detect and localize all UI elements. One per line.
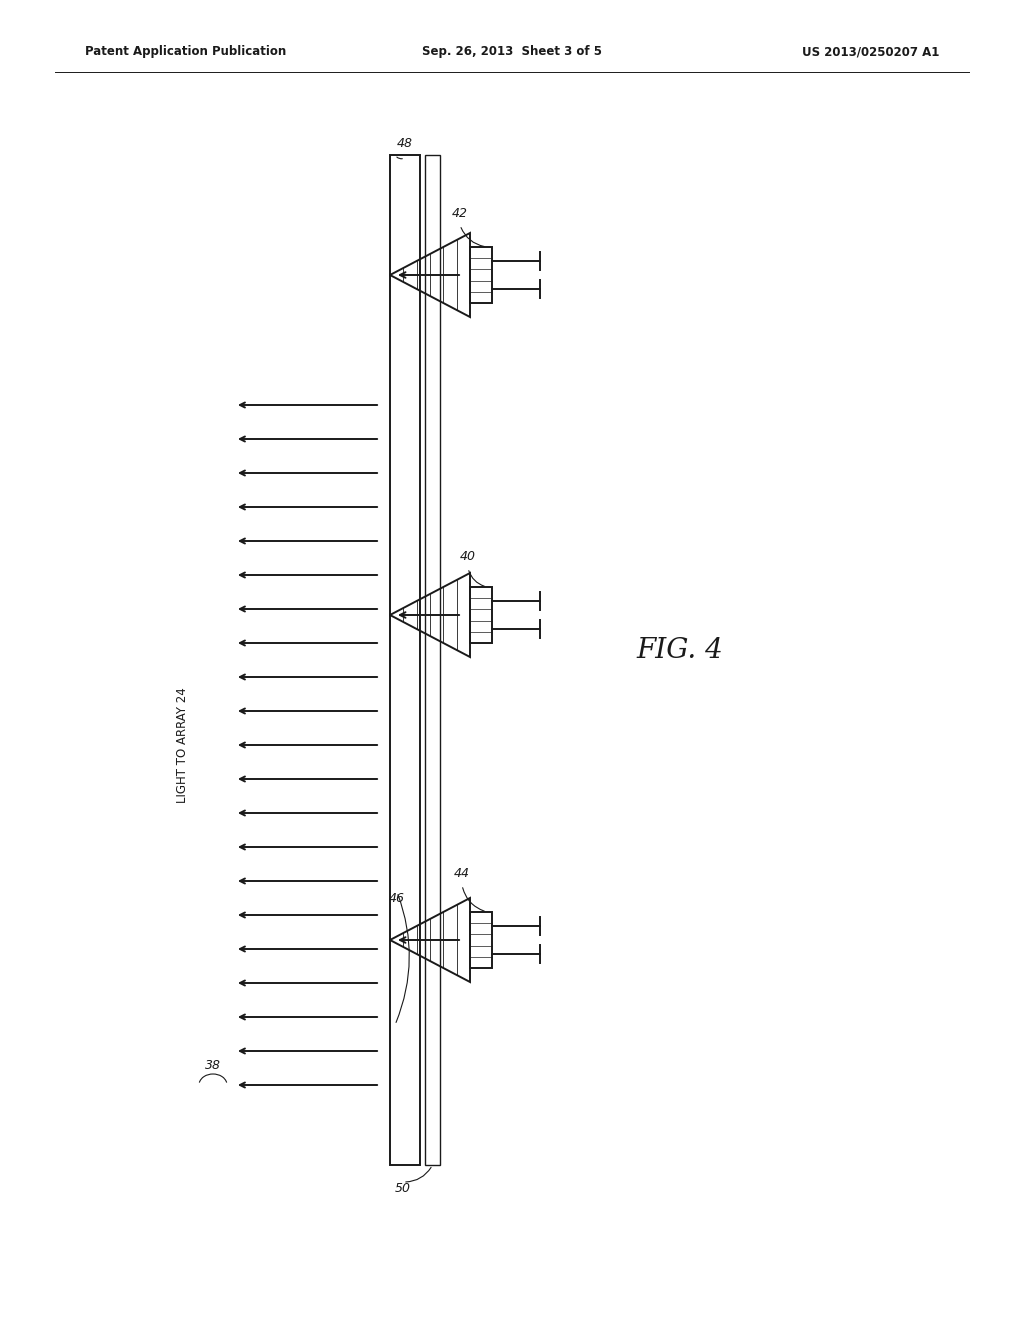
Text: US 2013/0250207 A1: US 2013/0250207 A1 <box>802 45 939 58</box>
Text: 50: 50 <box>395 1181 411 1195</box>
Bar <box>390 154 420 1166</box>
Bar <box>470 587 492 643</box>
Text: Sep. 26, 2013  Sheet 3 of 5: Sep. 26, 2013 Sheet 3 of 5 <box>422 45 602 58</box>
Text: 40: 40 <box>460 550 476 564</box>
Text: 44: 44 <box>454 867 470 880</box>
Text: 48: 48 <box>397 137 413 150</box>
Bar <box>470 247 492 304</box>
Text: 38: 38 <box>205 1059 221 1072</box>
Text: 46: 46 <box>389 892 406 906</box>
Text: LIGHT TO ARRAY 24: LIGHT TO ARRAY 24 <box>175 688 188 803</box>
Text: 42: 42 <box>452 207 468 220</box>
Bar <box>470 912 492 968</box>
Text: FIG. 4: FIG. 4 <box>637 636 723 664</box>
Bar <box>425 154 440 1166</box>
Text: Patent Application Publication: Patent Application Publication <box>85 45 287 58</box>
